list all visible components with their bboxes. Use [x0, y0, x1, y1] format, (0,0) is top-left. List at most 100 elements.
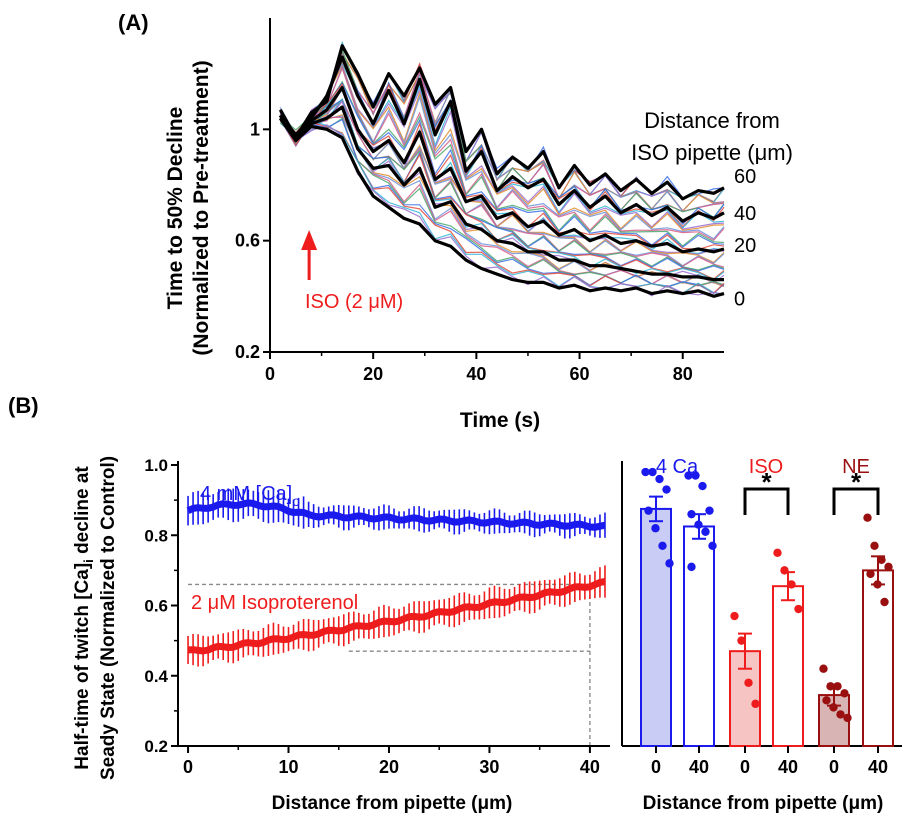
data-point [651, 524, 660, 533]
panel-a-label: (A) [118, 10, 149, 35]
panel-b-line-plot: 4 mM [Ca]o 2 μM Isoproterenol 0.2 0.4 0.6 0.8… [144, 456, 610, 777]
data-point [662, 485, 671, 494]
trace-bundle [279, 40, 725, 297]
data-point [705, 506, 714, 515]
x-tick-label: 80 [673, 364, 693, 384]
mean-line [187, 578, 606, 655]
data-point [836, 710, 845, 719]
data-point [884, 562, 893, 572]
panel-b-xlabel-right: Distance from pipette (μm) [643, 793, 884, 814]
bar [683, 525, 715, 747]
panel-b-ylabel-line1: Half-time of twitch [Ca]i decline at [72, 466, 96, 770]
x-tick-label: 20 [363, 364, 383, 384]
trace-line [279, 66, 725, 242]
x-tick-label: 0 [651, 757, 661, 777]
data-point [863, 513, 872, 522]
y-tick-label: 0.4 [144, 667, 168, 686]
panel-a-ylabel: Time to 50% Decline (Normalized to Pre-t… [164, 60, 213, 355]
panel-b-ylabel-line2: Seady State (Normalized to Control) [98, 456, 119, 780]
x-tick-label: 0 [265, 364, 275, 384]
x-tick-label: 40 [689, 757, 709, 777]
data-point [829, 703, 838, 712]
y-tick-label: 1.0 [144, 456, 168, 475]
data-point [644, 506, 653, 515]
trace-line [279, 115, 725, 296]
data-point [773, 548, 782, 558]
x-tick-label: 0 [740, 757, 750, 777]
data-point [833, 682, 842, 691]
data-point [658, 541, 667, 550]
data-point [684, 471, 693, 480]
iso-arrow-head [301, 230, 318, 250]
x-tick-label: 40 [580, 757, 600, 777]
y-tick-label: 0.8 [144, 526, 168, 545]
series-line-60 [278, 44, 725, 201]
significance-bracket [832, 487, 880, 515]
x-tick-label: 20 [379, 757, 399, 777]
x-tick-label: 0 [183, 757, 193, 777]
data-point [665, 559, 674, 568]
group-label-iso: ISO [749, 456, 783, 478]
data-point [780, 566, 789, 575]
series-label-isoproterenol: 2 μM Isoproterenol [191, 592, 358, 614]
data-point [694, 520, 703, 529]
x-tick-label: 40 [778, 757, 798, 777]
significance-star: * [761, 467, 772, 497]
data-point [641, 467, 650, 477]
data-point [826, 682, 835, 691]
iso-annotation: ISO (2 μM) [305, 291, 403, 313]
bar [640, 507, 672, 747]
data-point [751, 699, 760, 709]
x-tick-label: 0 [829, 757, 839, 777]
mean-line [186, 499, 606, 531]
panel-a-ylabel-line2: (Normalized to Pre-treatment) [190, 60, 213, 355]
data-point [648, 467, 657, 477]
y-tick-label: 0.6 [144, 597, 168, 616]
panel-b-bar-plot: 0 40 0 40 0 404 Ca ISO NE* * [621, 456, 902, 777]
data-point [698, 481, 707, 491]
data-point [687, 562, 696, 572]
data-point [880, 597, 889, 607]
distance-label-60: 60 [734, 166, 756, 188]
significance-star: * [851, 467, 862, 497]
data-point [744, 678, 753, 687]
data-point [794, 604, 803, 614]
panel-a-ylabel-line1: Time to 50% Decline [164, 107, 187, 310]
x-tick-label: 40 [868, 757, 888, 777]
x-tick-label: 30 [479, 757, 499, 777]
significance-bracket [743, 487, 790, 515]
series-isoproterenol [187, 565, 606, 667]
series-line-40 [279, 55, 725, 223]
data-point [730, 611, 739, 621]
panel-a-xlabel: Time (s) [460, 409, 540, 432]
data-point [877, 555, 886, 565]
panel-b-ylabel: Half-time of twitch [Ca]i decline at Sea… [72, 456, 119, 780]
data-point [819, 664, 828, 673]
data-point [708, 541, 717, 550]
bar [729, 650, 761, 747]
x-tick-label: 60 [570, 364, 590, 384]
distance-label-20: 20 [734, 235, 756, 257]
data-point [822, 696, 831, 705]
data-point [737, 636, 746, 645]
series-label-calcium: 4 mM [Ca]o [200, 483, 300, 509]
panel-a-legend-title-1: Distance from [644, 108, 780, 133]
y-tick-label: 1 [250, 119, 260, 139]
y-tick-label: 0.6 [235, 231, 260, 251]
series-line-20 [278, 85, 725, 254]
trace-line [279, 81, 725, 248]
x-tick-label: 10 [278, 757, 298, 777]
data-point [701, 527, 710, 536]
y-tick-label: 0.2 [144, 737, 168, 756]
y-tick-label: 0.2 [235, 342, 260, 362]
x-tick-label: 40 [466, 364, 486, 384]
data-point [787, 580, 796, 589]
data-point [873, 580, 882, 589]
panel-b-label: (B) [8, 393, 39, 418]
panel-a-legend-title-2: ISO pipette (μm) [631, 140, 793, 165]
group-label-4-ca: 4 Ca [656, 456, 699, 478]
bar [862, 569, 894, 747]
series-calcium [186, 488, 606, 539]
